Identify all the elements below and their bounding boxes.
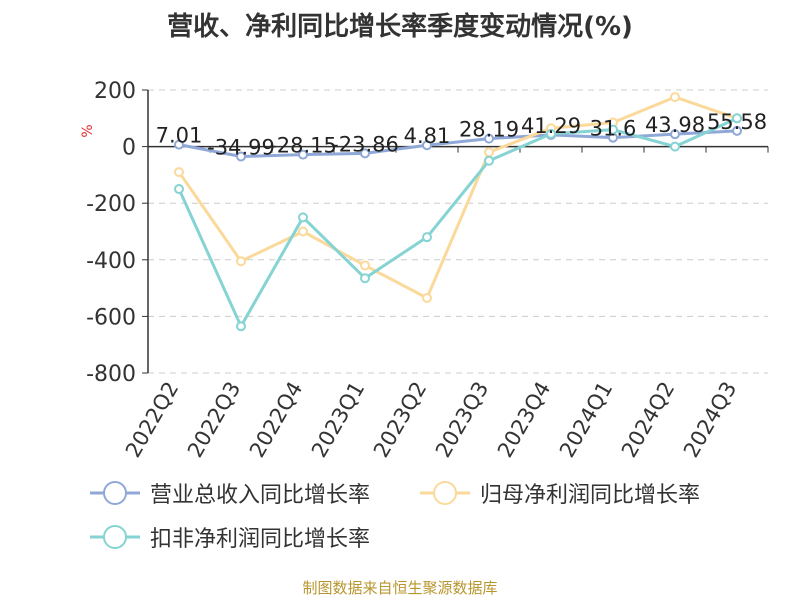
x-tick-label: 2023Q1 bbox=[307, 378, 369, 462]
y-tick-label: 200 bbox=[94, 79, 136, 104]
data-point bbox=[422, 140, 432, 151]
y-tick-label: 0 bbox=[122, 136, 136, 161]
data-label: 28.19 bbox=[459, 118, 519, 142]
y-tick-label: -600 bbox=[86, 305, 136, 330]
data-label: 31.6 bbox=[590, 117, 637, 141]
x-tick-label: 2023Q2 bbox=[369, 378, 431, 462]
data-point bbox=[670, 129, 680, 140]
data-point bbox=[174, 167, 184, 178]
data-point bbox=[422, 293, 432, 304]
data-point bbox=[484, 155, 494, 166]
data-point bbox=[422, 232, 432, 243]
legend-label: 营业总收入同比增长率 bbox=[150, 483, 371, 508]
data-point bbox=[298, 226, 308, 237]
legend-label: 扣非净利润同比增长率 bbox=[150, 527, 371, 552]
series-lines bbox=[174, 92, 742, 332]
data-point bbox=[236, 256, 246, 267]
data-point bbox=[484, 147, 494, 158]
data-labels: 7.01 -34.99-28.15-23.86 4.81 28.19 41.29 31.6… bbox=[156, 110, 767, 160]
legend-item-3[interactable]: 扣非净利润同比增长率 bbox=[90, 520, 370, 554]
legend-item-2[interactable]: 归母净利润同比增长率 bbox=[420, 476, 700, 510]
data-label: 43.98 bbox=[645, 113, 705, 137]
legend-swatch-icon bbox=[90, 481, 140, 505]
data-point bbox=[236, 151, 246, 162]
legend-label: 归母净利润同比增长率 bbox=[480, 483, 701, 508]
data-label: -28.15 bbox=[269, 134, 337, 158]
data-label: -34.99 bbox=[207, 136, 275, 160]
legend-swatch-icon bbox=[420, 481, 470, 505]
data-point bbox=[360, 273, 370, 284]
x-tick-label: 2023Q4 bbox=[493, 378, 555, 462]
data-point bbox=[174, 184, 184, 195]
x-tick-label: 2022Q3 bbox=[183, 378, 245, 462]
data-label: 7.01 bbox=[156, 124, 203, 148]
legend-swatch-icon bbox=[90, 525, 140, 549]
data-point bbox=[298, 149, 308, 160]
x-tick-label: 2023Q3 bbox=[431, 378, 493, 462]
series-line-2 bbox=[177, 95, 738, 300]
data-label: 41.29 bbox=[521, 114, 581, 138]
data-point bbox=[174, 139, 184, 150]
source-note: 制图数据来自恒生聚源数据库 bbox=[302, 579, 498, 597]
x-tick-label: 2022Q2 bbox=[121, 378, 183, 462]
data-point bbox=[732, 125, 742, 136]
data-point bbox=[360, 148, 370, 159]
y-tick-label: -400 bbox=[86, 249, 136, 274]
y-axis-unit-label: % bbox=[80, 124, 96, 137]
y-tick-label: -800 bbox=[86, 362, 136, 387]
data-point bbox=[670, 92, 680, 103]
chart-title: 营收、净利同比增长率季度变动情况(%) bbox=[167, 12, 633, 42]
data-point bbox=[298, 212, 308, 223]
data-point bbox=[670, 141, 680, 152]
data-point bbox=[608, 124, 618, 135]
data-point bbox=[732, 113, 742, 124]
y-tick-label: -200 bbox=[86, 192, 136, 217]
legend-swatch-marker bbox=[103, 481, 127, 505]
data-point bbox=[236, 321, 246, 332]
legend-swatch-marker bbox=[103, 525, 127, 549]
x-tick-label: 2024Q3 bbox=[679, 378, 741, 462]
data-point bbox=[360, 260, 370, 271]
series-line-3 bbox=[177, 116, 738, 328]
legend-swatch-marker bbox=[433, 481, 457, 505]
data-label: 55.58 bbox=[707, 110, 767, 134]
x-tick-label: 2024Q2 bbox=[617, 378, 679, 462]
legend-item-1[interactable]: 营业总收入同比增长率 bbox=[90, 476, 370, 510]
data-label: 4.81 bbox=[404, 124, 451, 148]
series-line-1 bbox=[178, 129, 738, 159]
data-label: -23.86 bbox=[331, 132, 399, 156]
x-tick-label: 2022Q4 bbox=[245, 378, 307, 462]
grid-lines bbox=[148, 89, 768, 374]
x-tick-label: 2024Q1 bbox=[555, 378, 617, 462]
data-point bbox=[546, 128, 556, 139]
data-point bbox=[484, 133, 494, 144]
